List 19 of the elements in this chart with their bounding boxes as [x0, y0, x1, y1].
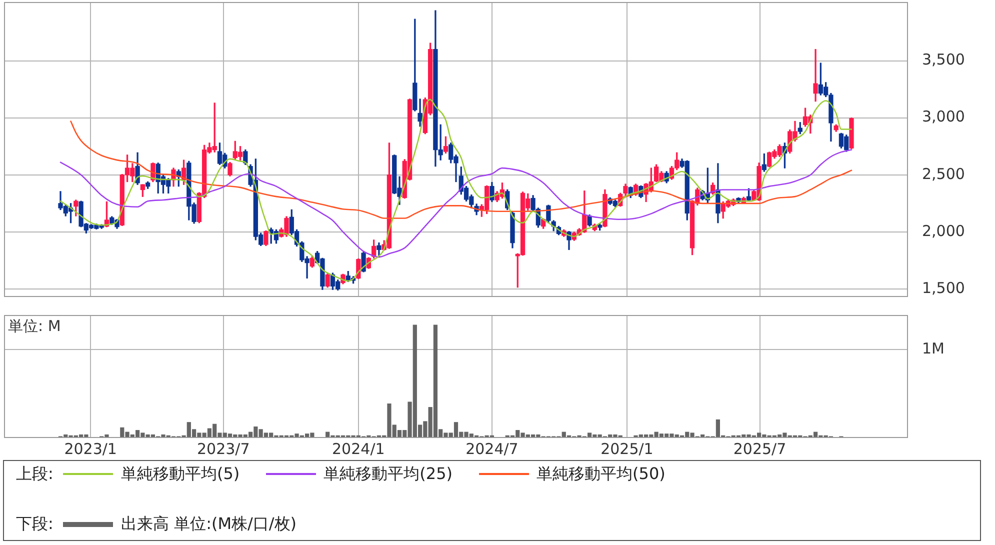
y-tick-label: 1M — [922, 339, 944, 358]
legend-title: 上段: — [16, 464, 54, 484]
legend-label: 単純移動平均(50) — [536, 464, 666, 484]
legend-title: 下段: — [16, 514, 54, 534]
legend-label: 出来高 単位:(M株/口/枚) — [121, 514, 297, 534]
x-tick-label: 2023/1 — [64, 440, 117, 458]
x-tick-label: 2023/7 — [197, 440, 250, 458]
y-tick-label: 2,500 — [922, 164, 965, 183]
y-axis-title: 単位: M — [8, 316, 61, 335]
legend-label: 単純移動平均(25) — [324, 464, 453, 484]
y-tick-label: 1,500 — [922, 278, 965, 297]
x-tick-label: 2024/1 — [332, 440, 385, 458]
y-tick-label: 2,000 — [922, 222, 965, 240]
y-tick-label: 3,000 — [922, 108, 965, 126]
legend-label: 単純移動平均(5) — [121, 464, 240, 484]
y-tick-label: 3,500 — [922, 50, 965, 69]
x-tick-label: 2025/7 — [733, 440, 786, 458]
x-tick-label: 2025/1 — [600, 440, 654, 458]
x-tick-label: 2024/7 — [466, 440, 518, 458]
